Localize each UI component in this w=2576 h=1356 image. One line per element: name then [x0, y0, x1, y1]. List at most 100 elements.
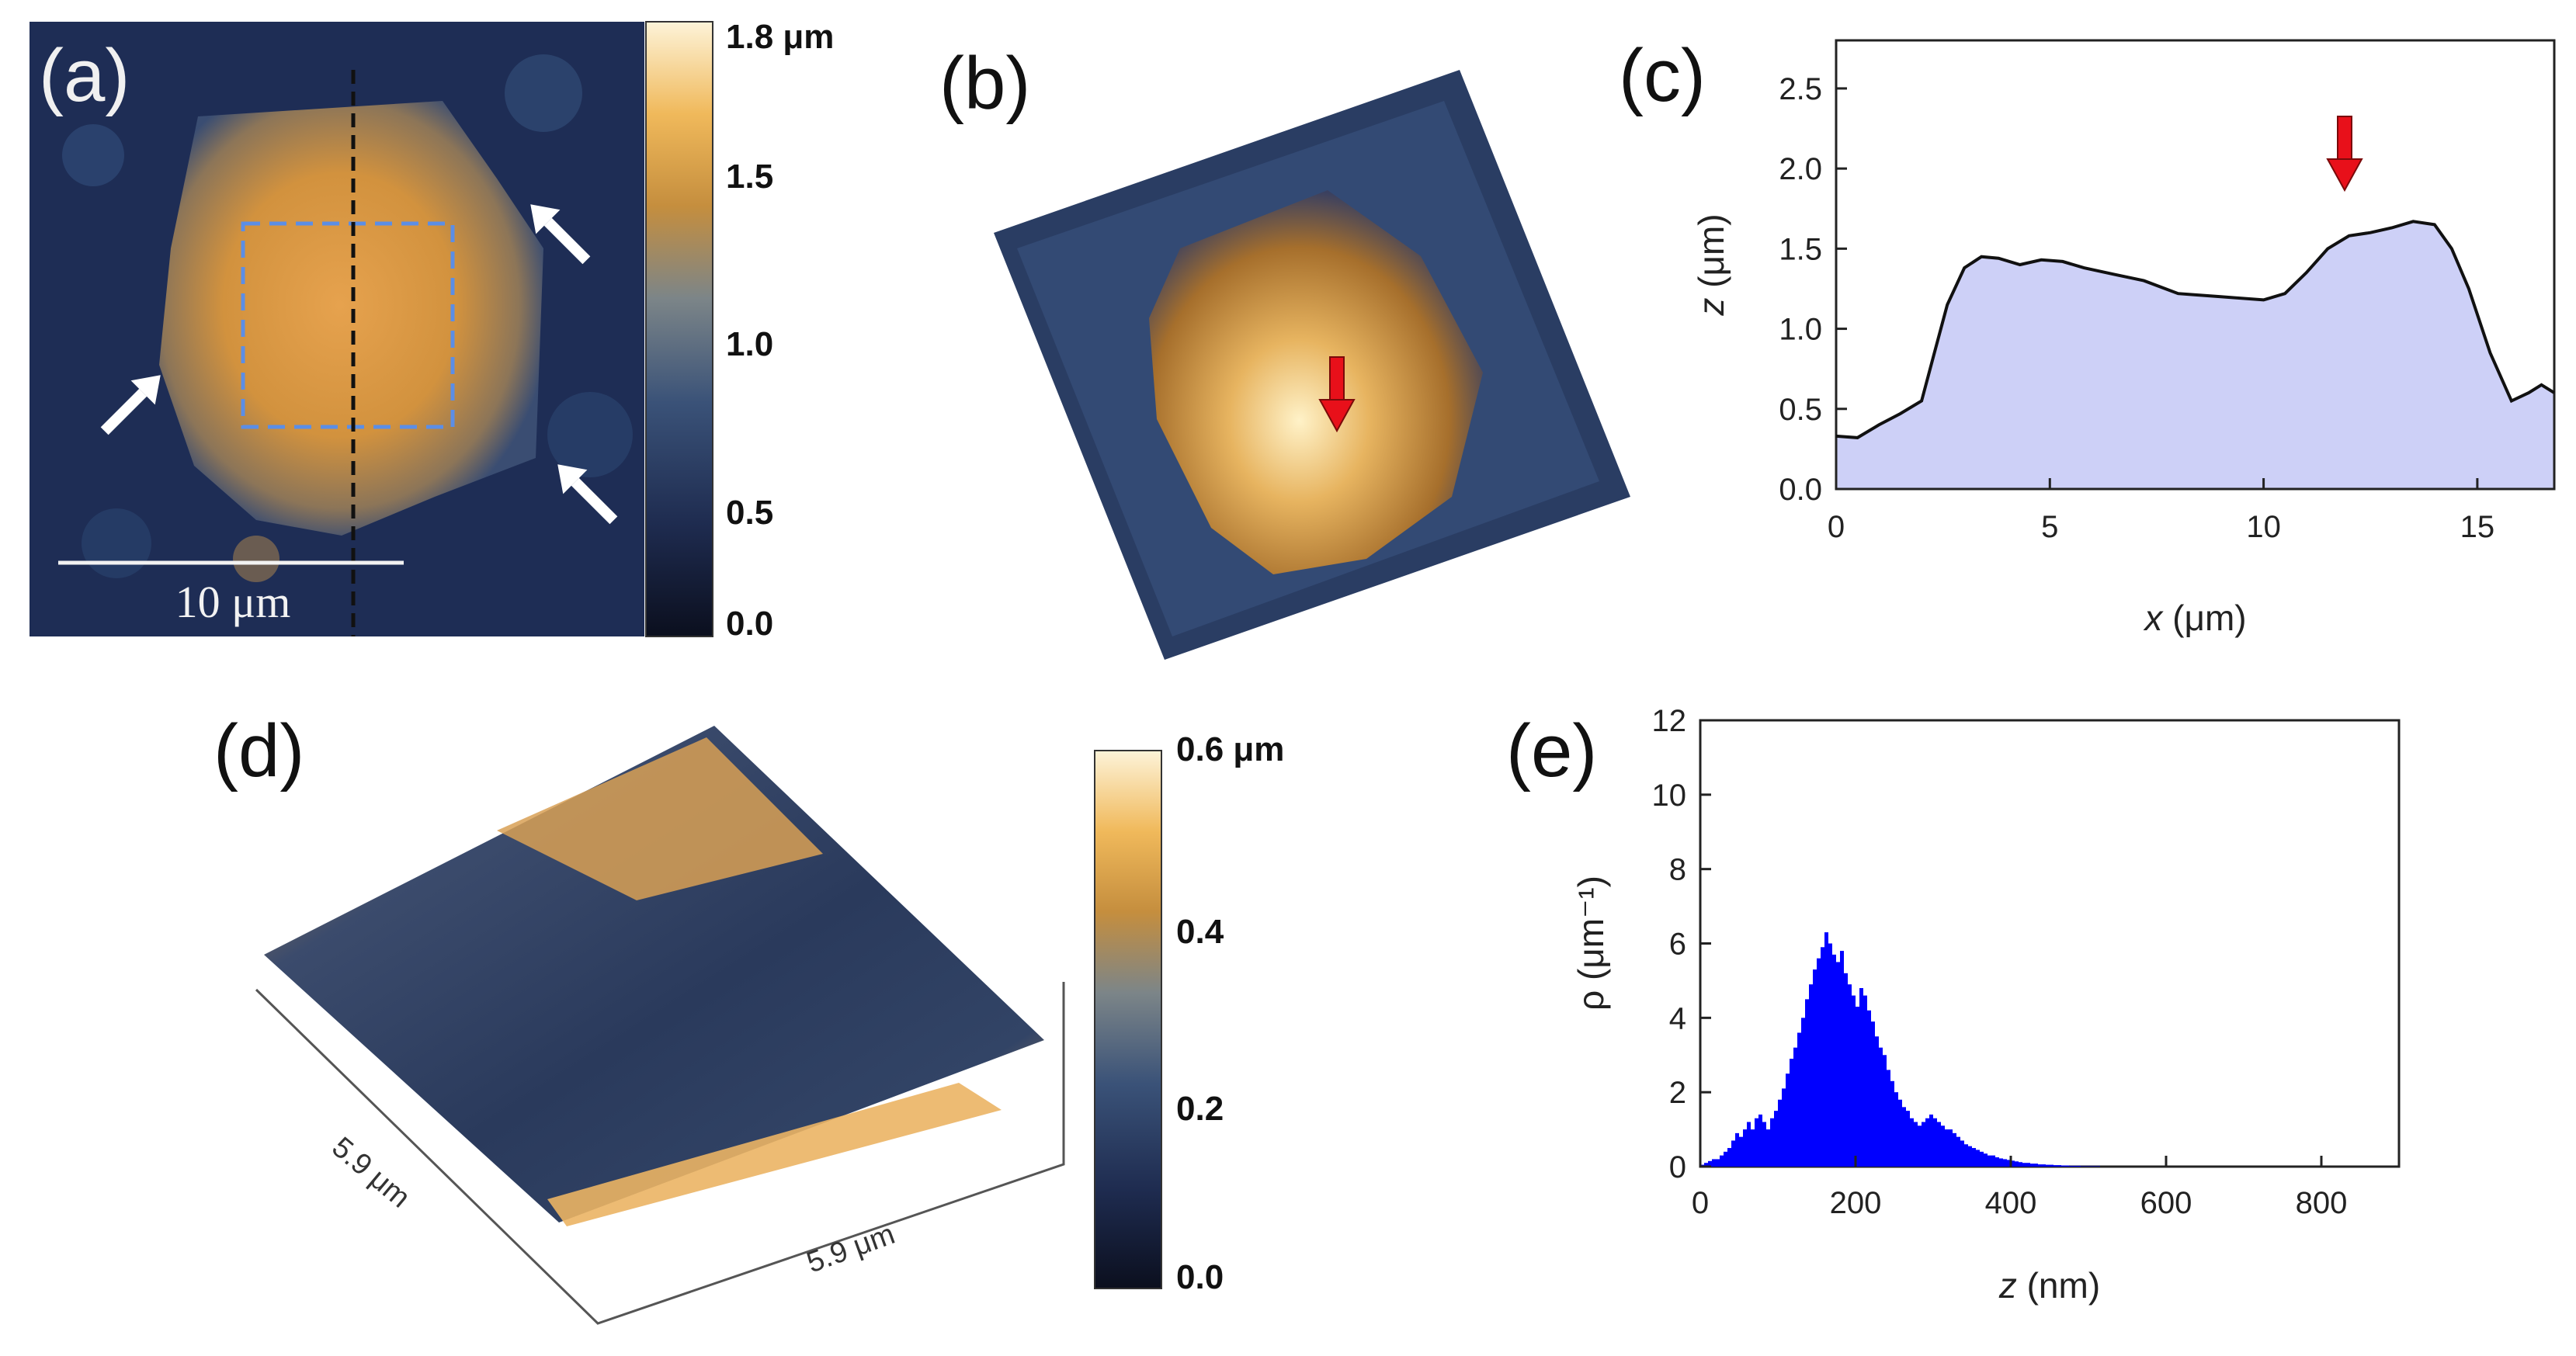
histogram-bar — [1902, 1107, 1906, 1167]
histogram-bar — [1976, 1150, 1980, 1167]
xlabel-c-unit: (μm) — [2162, 598, 2246, 638]
histogram-bar — [2011, 1160, 2015, 1167]
histogram-bar — [1778, 1099, 1782, 1167]
panel-label-c: (c) — [1619, 34, 1706, 117]
histogram-bar — [1766, 1129, 1770, 1167]
colorbar-d-tick: 0.2 — [1176, 1090, 1224, 1128]
histogram-bar — [1956, 1136, 1960, 1167]
histogram-bar — [1817, 958, 1821, 1167]
histogram-bar — [1991, 1155, 1995, 1167]
histogram-bar — [1984, 1153, 1988, 1167]
panel-a: 10 μm (a) 1.8 μm 1.5 1.0 0.5 0.0 — [30, 18, 834, 643]
histogram-bar — [1712, 1159, 1716, 1167]
histogram-bar — [1716, 1159, 1720, 1167]
histogram-bar — [2046, 1164, 2050, 1167]
x-tick-label-e: 200 — [1830, 1186, 1882, 1220]
histogram-bar — [2038, 1164, 2042, 1167]
histogram-bar — [1953, 1132, 1956, 1167]
afm-particle — [547, 392, 633, 477]
histogram-bar — [1836, 962, 1840, 1167]
ylabel-e: ρ (μm⁻¹) — [1571, 876, 1611, 1011]
panel-b: (b) — [939, 22, 1641, 674]
histogram-bar — [1805, 999, 1809, 1167]
x-tick-label-e: 400 — [1985, 1186, 2037, 1220]
histogram-bar — [2022, 1163, 2026, 1167]
histogram-bar — [1724, 1151, 1727, 1167]
histogram-bar — [1918, 1125, 1922, 1167]
histogram-bar — [1883, 1055, 1887, 1167]
white-arrow-icon — [530, 204, 591, 265]
histogram-bar — [2015, 1161, 2019, 1167]
colorbar-a-ticks: 1.8 μm 1.5 1.0 0.5 0.0 — [726, 18, 834, 643]
panel-e: (e) z (nm) ρ (μm⁻¹) 0 200 400 600 800 0 2 4 6 8 10… — [1506, 704, 2401, 1306]
x-tick-label-e: 600 — [2140, 1186, 2192, 1220]
histogram-bar — [1937, 1122, 1941, 1167]
histogram-bar — [1922, 1122, 1925, 1167]
histogram-bar — [1945, 1129, 1949, 1167]
histogram-bar — [1968, 1146, 1972, 1167]
histogram-bar — [1995, 1157, 1999, 1167]
histogram-bar — [1809, 984, 1813, 1167]
x-tick-label-e: 0 — [1692, 1186, 1709, 1220]
histogram-bar — [1840, 951, 1844, 1167]
histogram-bar — [1704, 1163, 1708, 1167]
afm-particle — [82, 508, 151, 578]
histogram-bar — [1782, 1088, 1786, 1167]
panel-label-a: (a) — [39, 34, 130, 117]
histogram-bar — [1910, 1118, 1914, 1167]
x-tick-label-c: 15 — [2460, 510, 2495, 544]
histogram-bar — [1774, 1111, 1778, 1167]
pointer-arrows — [100, 204, 618, 525]
histogram-bar — [1879, 1047, 1883, 1167]
xlabel-c: x (μm) — [2143, 598, 2246, 638]
histogram-bar — [2050, 1164, 2054, 1167]
x-tick-label-c: 0 — [1828, 510, 1845, 544]
colorbar-d-tick: 0.4 — [1176, 913, 1224, 951]
white-arrow-icon — [557, 464, 618, 525]
panel-label-d: (d) — [214, 709, 304, 792]
histogram-bar — [1797, 1032, 1801, 1167]
histogram-bar — [1786, 1073, 1790, 1167]
histogram-bar — [1894, 1092, 1898, 1167]
histogram-bar — [1844, 973, 1848, 1167]
panel-d: 5.9 μm 5.9 μm (d) 0.6 μm 0.4 0.2 0.0 — [214, 709, 1284, 1329]
ylabel-c-unit: (μm) — [1691, 213, 1731, 297]
profile-area — [1836, 221, 2554, 489]
x-tick-label-e: 800 — [2296, 1186, 2348, 1220]
histogram-bar — [1906, 1111, 1910, 1167]
colorbar-a-tick: 0.0 — [726, 605, 773, 643]
histogram-bar — [1727, 1148, 1731, 1167]
xlabel-e-unit: (nm) — [2017, 1265, 2100, 1306]
histogram-bar — [1758, 1114, 1762, 1167]
histogram-bar — [1933, 1118, 1937, 1167]
afm-particle — [62, 124, 124, 186]
y-tick-label-c: 2.0 — [1779, 152, 1822, 186]
histogram-bar — [1832, 954, 1836, 1167]
histogram-bar — [2034, 1164, 2038, 1167]
histogram-bar — [1751, 1129, 1755, 1167]
y-tick-label-c: 1.0 — [1779, 313, 1822, 347]
histogram-bar — [1898, 1099, 1902, 1167]
histogram-bar — [1828, 943, 1832, 1167]
histogram-bar — [1856, 1006, 1859, 1167]
histogram-bar — [1929, 1114, 1933, 1167]
histogram-bar — [1890, 1080, 1894, 1167]
histogram-bar — [2007, 1160, 2011, 1167]
histogram-bar — [2019, 1162, 2022, 1167]
histogram-bar — [1793, 1047, 1797, 1167]
y-tick-label-c: 1.5 — [1779, 232, 1822, 266]
histogram-bar — [1863, 995, 1867, 1167]
histogram-bar — [1735, 1132, 1739, 1167]
histogram-bar — [1867, 1010, 1871, 1167]
colorbar-d — [1094, 750, 1162, 1289]
histogram-bar — [1813, 969, 1817, 1167]
histogram-bar — [1821, 947, 1824, 1167]
xlabel-c-italic: x — [2143, 598, 2164, 638]
histogram-bar — [1731, 1140, 1735, 1167]
ylabel-c-italic: z — [1691, 298, 1731, 317]
histogram-bar — [1743, 1129, 1747, 1167]
histogram-bar — [1852, 995, 1856, 1167]
histogram-bar — [1972, 1148, 1976, 1167]
histogram-bar — [1980, 1151, 1984, 1167]
histogram-bar — [1848, 984, 1852, 1167]
